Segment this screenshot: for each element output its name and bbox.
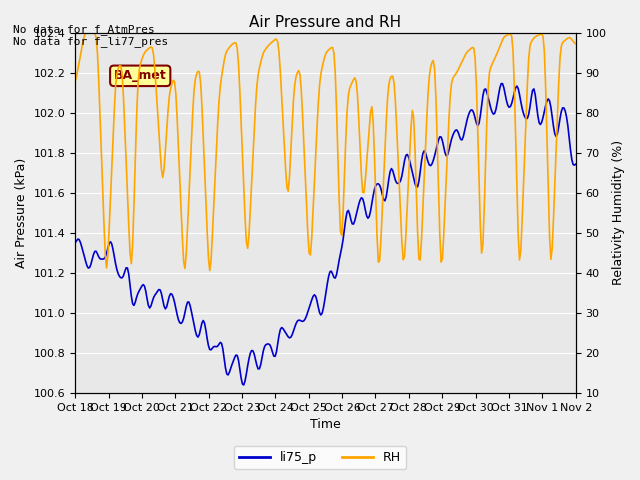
Y-axis label: Relativity Humidity (%): Relativity Humidity (%) [612, 140, 625, 286]
li75_p [505, 105, 513, 110]
li75_p [88, 257, 96, 263]
li75_p [240, 382, 248, 388]
Line: RH: RH [75, 33, 576, 271]
li75_p [429, 157, 437, 163]
RH [206, 268, 214, 274]
RH [572, 41, 580, 47]
RH [571, 40, 579, 46]
Legend: li75_p, RH: li75_p, RH [234, 446, 406, 469]
RH [87, 30, 95, 36]
li75_p [571, 162, 579, 168]
li75_p [330, 275, 338, 280]
Text: No data for f_AtmPres
No data for f_li77_pres: No data for f_AtmPres No data for f_li77… [13, 24, 168, 48]
X-axis label: Time: Time [310, 419, 341, 432]
li75_p [572, 161, 580, 167]
li75_p [497, 81, 505, 86]
Title: Air Pressure and RH: Air Pressure and RH [250, 15, 401, 30]
li75_p [71, 240, 79, 246]
RH [71, 79, 79, 84]
li75_p [104, 245, 111, 251]
RH [332, 70, 339, 76]
RH [90, 30, 97, 36]
Line: li75_p: li75_p [75, 84, 576, 385]
Y-axis label: Air Pressure (kPa): Air Pressure (kPa) [15, 158, 28, 268]
RH [431, 66, 438, 72]
Text: BA_met: BA_met [114, 69, 166, 83]
RH [505, 31, 513, 37]
RH [106, 227, 113, 232]
